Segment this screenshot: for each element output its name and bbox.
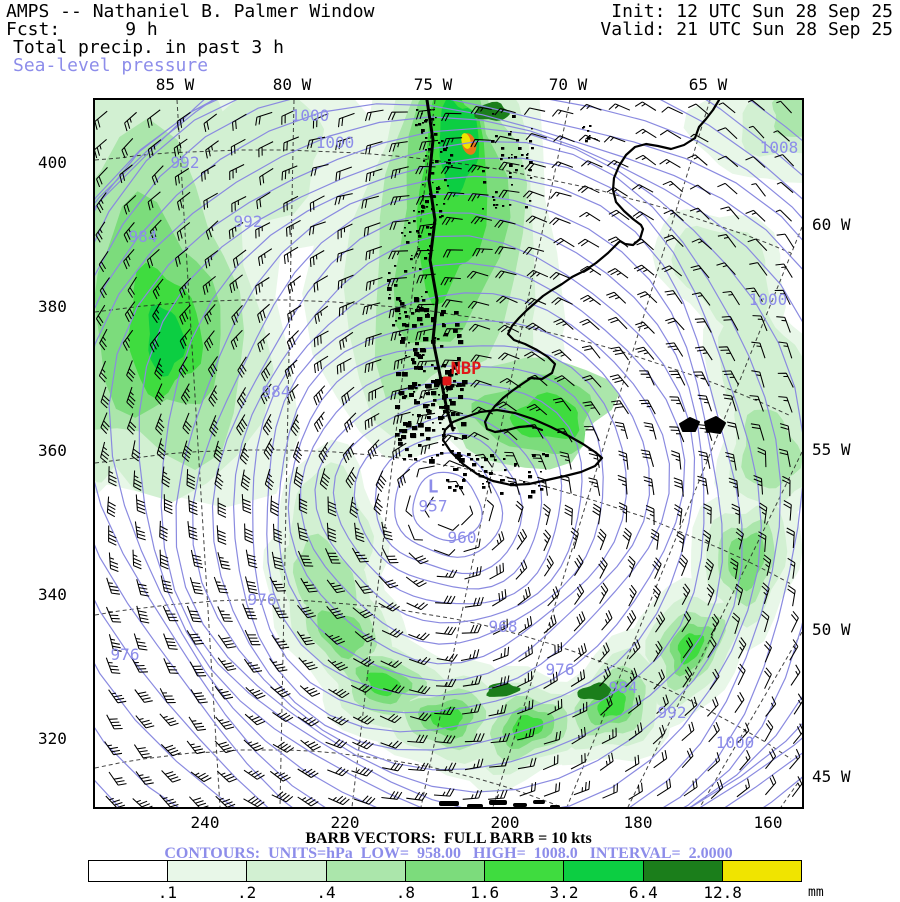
pressure-contours [95,100,802,807]
axis-label: 160 [753,813,783,832]
contour-value-label: 1000 [315,133,355,152]
colorbar-cell [485,861,565,881]
colorbar-threshold: 6.4 [628,883,658,902]
map-frame [93,98,804,809]
axis-label: 400 [38,153,67,172]
colorbar-cell [89,861,169,881]
colorbar-threshold: .2 [237,883,257,902]
axis-label: 320 [38,729,67,748]
shaded-field-name: Total precip. in past 3 h [13,37,284,58]
colorbar-cell [326,861,406,881]
contour-value-label: 984 [128,227,158,246]
axis-label: 380 [38,297,67,316]
weather-map-canvas [95,100,802,807]
valid-time: Valid: 21 UTC Sun 28 Sep 25 [600,19,893,40]
axis-label: 360 [38,441,67,460]
axis-label: 55 W [812,440,851,459]
colorbar-threshold: 12.8 [703,883,742,902]
axis-label: 75 W [413,75,453,94]
axis-label: 180 [623,813,653,832]
contour-value-label: 984 [608,678,638,697]
colorbar-cell [643,861,723,881]
axis-label: 240 [190,813,220,832]
colorbar-threshold: 1.6 [470,883,500,902]
barb-legend: BARB VECTORS: FULL BARB = 10 kts [305,830,592,847]
precip-shading [95,100,802,793]
precip-colorbar [88,860,802,882]
contour-legend: CONTOURS: UNITS=hPa LOW= 958.00 HIGH= 10… [164,845,733,862]
contour-value-label: 976 [110,645,140,664]
ship-station-label: NBP [450,359,482,379]
colorbar-threshold: .4 [316,883,336,902]
colorbar-cell [564,861,644,881]
contour-value-label: 960 [447,528,477,547]
low-pressure-value: 957 [418,496,448,516]
ship-station-dot [442,376,452,386]
colorbar-threshold: .8 [395,883,415,902]
contour-value-label: 992 [170,153,200,172]
axis-label: 60 W [812,215,851,234]
axis-label: 45 W [812,767,851,786]
colorbar-cell [722,861,801,881]
contour-value-label: 1000 [290,106,330,125]
contour-value-label: 976 [545,660,575,679]
axis-label: 340 [38,585,67,604]
colorbar-threshold: 3.2 [549,883,579,902]
contour-value-label: 992 [657,703,687,722]
axis-label: 200 [490,813,520,832]
low-pressure-marker: L [427,476,439,498]
init-time: Init: 12 UTC Sun 28 Sep 25 [611,1,893,22]
colorbar-cell [168,861,248,881]
contour-value-label: 968 [488,617,518,636]
colorbar-unit: mm [808,885,824,900]
axis-label: 50 W [812,620,851,639]
coastline [387,100,726,807]
axis-label: 220 [330,813,360,832]
contour-value-label: 1008 [759,138,799,157]
axis-label: 80 W [272,75,312,94]
contour-value-label: 992 [233,212,263,231]
colorbar-cell [405,861,486,881]
colorbar-threshold: .1 [157,883,177,902]
contour-value-label: 984 [261,382,291,401]
axis-label: 70 W [548,75,588,94]
contour-value-label: 1000 [715,733,755,752]
contour-value-label: 1000 [748,290,788,309]
axis-label: 85 W [155,75,195,94]
page-title: AMPS -- Nathaniel B. Palmer Window [6,1,375,22]
contour-field-name: Sea-level pressure [13,55,209,76]
axis-label: 65 W [688,75,728,94]
forecast-hour-line: Fcst: 9 h [6,19,158,40]
wind-barbs [95,100,802,807]
contour-value-label: 976 [247,590,277,609]
colorbar-cell [247,861,327,881]
